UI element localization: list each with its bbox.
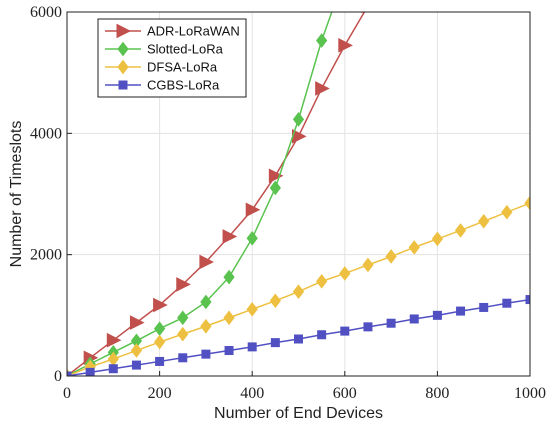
x-tick-label: 600	[333, 385, 357, 402]
data-point-dfsa-lora	[478, 213, 490, 229]
data-point-slotted-lora	[200, 294, 212, 310]
data-point-cgbs-lora	[201, 349, 211, 359]
data-point-cgbs-lora	[479, 302, 489, 312]
data-point-slotted-lora	[177, 310, 189, 326]
legend: ADR-LoRaWAN Slotted-LoRa DFSA-LoRa CGBS-LoR…	[97, 18, 247, 98]
data-point-adr-lorawan	[199, 254, 215, 270]
legend-label-cgbs-lora: CGBS-LoRa	[147, 78, 220, 93]
data-point-adr-lorawan	[129, 315, 145, 330]
x-tick-label: 400	[240, 385, 264, 402]
data-point-dfsa-lora	[385, 249, 397, 264]
data-point-dfsa-lora	[524, 195, 530, 211]
data-point-dfsa-lora	[130, 343, 143, 358]
data-point-adr-lorawan	[245, 202, 261, 218]
data-point-cgbs-lora	[67, 371, 72, 376]
data-point-adr-lorawan	[176, 277, 191, 292]
legend-marker-adr-lorawan	[116, 23, 132, 39]
data-point-cgbs-lora	[409, 314, 419, 324]
legend-marker-dfsa-lora	[117, 59, 129, 75]
data-point-adr-lorawan	[106, 332, 122, 348]
ticks: 0 200 400 600 800 1000 0 2000 4000 6000	[30, 4, 546, 402]
data-point-cgbs-lora	[525, 295, 530, 305]
legend-label-dfsa-lora: DFSA-LoRa	[147, 60, 218, 75]
legend-marker-slotted-lora	[117, 41, 129, 57]
data-point-adr-lorawan	[315, 81, 330, 96]
data-point-adr-lorawan	[222, 229, 238, 244]
data-point-adr-lorawan	[361, 12, 364, 14]
data-point-dfsa-lora	[501, 204, 513, 220]
data-point-cgbs-lora	[108, 364, 118, 374]
x-tick-label: 200	[148, 385, 172, 402]
y-tick-label: 0	[54, 368, 62, 385]
data-point-dfsa-lora	[454, 223, 467, 238]
data-point-cgbs-lora	[386, 318, 396, 328]
data-point-dfsa-lora	[362, 257, 374, 273]
y-axis-label: Number of Timeslots	[8, 121, 25, 268]
data-point-cgbs-lora	[178, 353, 188, 363]
series-layer	[67, 12, 530, 376]
data-point-adr-lorawan	[268, 168, 284, 184]
data-point-dfsa-lora	[431, 231, 444, 247]
series-dfsa-lora	[67, 195, 530, 376]
y-tick-label: 2000	[30, 247, 62, 264]
data-point-dfsa-lora	[223, 310, 235, 326]
data-point-cgbs-lora	[155, 356, 165, 366]
legend-label-slotted-lora: Slotted-LoRa	[147, 42, 224, 57]
data-point-slotted-lora	[316, 33, 328, 48]
data-point-cgbs-lora	[85, 367, 95, 376]
data-point-cgbs-lora	[432, 310, 442, 320]
plot-frame	[66, 11, 531, 377]
data-point-dfsa-lora	[246, 301, 258, 317]
data-point-cgbs-lora	[247, 342, 257, 352]
data-point-cgbs-lora	[340, 326, 350, 336]
series-cgbs-lora	[67, 295, 530, 376]
data-point-adr-lorawan	[338, 38, 353, 53]
x-tick-label: 800	[425, 385, 449, 402]
legend-marker-cgbs-lora	[118, 80, 128, 90]
data-point-dfsa-lora	[316, 274, 328, 289]
data-point-adr-lorawan	[153, 297, 168, 313]
x-axis-label: Number of End Devices	[214, 405, 383, 422]
data-point-dfsa-lora	[200, 318, 212, 334]
y-tick-label: 4000	[30, 125, 62, 142]
data-point-slotted-lora	[153, 321, 166, 337]
data-point-cgbs-lora	[270, 338, 280, 348]
data-point-cgbs-lora	[363, 322, 373, 332]
data-point-cgbs-lora	[224, 346, 234, 356]
data-point-cgbs-lora	[456, 306, 466, 316]
data-point-cgbs-lora	[317, 330, 327, 340]
data-point-dfsa-lora	[292, 284, 305, 299]
data-point-dfsa-lora	[339, 266, 351, 281]
legend-label-adr-lorawan: ADR-LoRaWAN	[147, 24, 240, 39]
data-point-slotted-lora	[246, 230, 258, 246]
data-point-dfsa-lora	[408, 240, 420, 255]
data-point-slotted-lora	[223, 269, 235, 285]
data-point-slotted-lora	[269, 180, 281, 196]
data-point-dfsa-lora	[177, 326, 189, 342]
data-point-cgbs-lora	[502, 298, 512, 308]
data-point-cgbs-lora	[294, 334, 303, 344]
data-point-slotted-lora	[292, 112, 305, 127]
data-point-dfsa-lora	[153, 334, 166, 350]
x-tick-label: 0	[63, 385, 71, 402]
x-tick-label: 1000	[514, 385, 546, 402]
series-line-adr-lorawan	[67, 12, 366, 376]
data-point-dfsa-lora	[269, 293, 281, 309]
y-tick-label: 6000	[30, 4, 62, 21]
data-point-cgbs-lora	[131, 360, 141, 370]
